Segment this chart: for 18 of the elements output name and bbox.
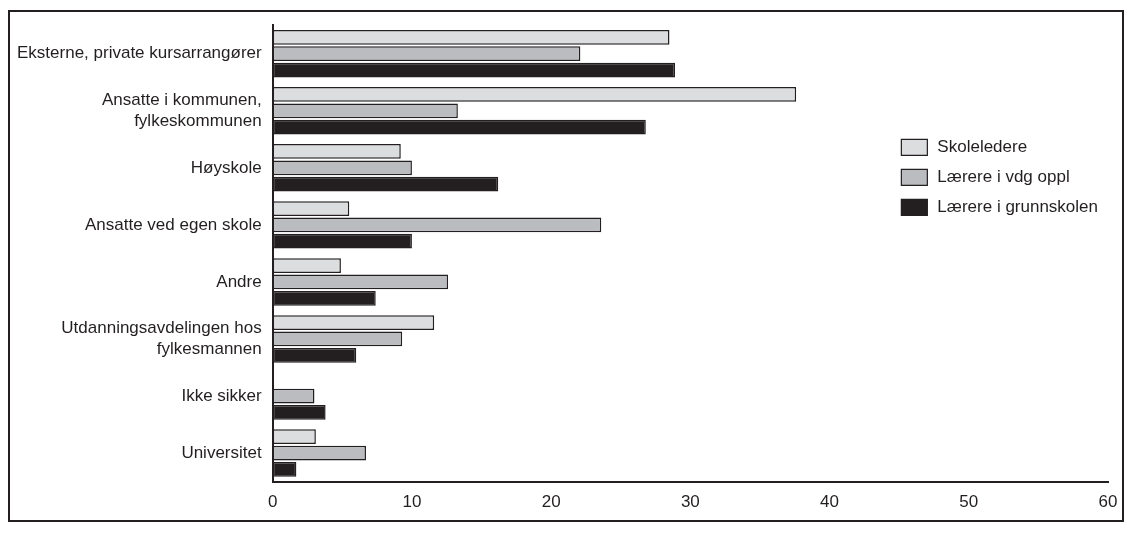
y-tick-label: Ansatte i kommunen, fylkeskommunen — [102, 90, 262, 130]
legend-label: Skoleledere — [937, 136, 1028, 156]
y-tick-label: Ikke sikker — [181, 385, 263, 405]
x-tick-label: 60 — [1098, 492, 1118, 512]
y-tick-label: Eksterne, private kursarrangører — [17, 43, 263, 63]
y-tick-label: Universitet — [181, 442, 262, 462]
x-tick-label: 50 — [959, 492, 979, 512]
y-tick-label: Ansatte ved egen skole — [84, 214, 262, 234]
y-tick-label: Andre — [216, 271, 262, 291]
y-tick-label: Utdanningsavdelingen hos fylkesmannen — [61, 318, 262, 358]
x-tick-label: 40 — [820, 492, 840, 512]
x-tick-label: 20 — [541, 492, 561, 512]
x-tick-label: 30 — [680, 492, 700, 512]
x-tick-label: 10 — [402, 492, 422, 512]
legend-label: Lærere i grunnskolen — [937, 196, 1099, 216]
legend-label: Lærere i vdg oppl — [937, 166, 1070, 186]
x-tick-label: 0 — [267, 492, 278, 512]
y-tick-label: Høyskole — [190, 157, 262, 177]
